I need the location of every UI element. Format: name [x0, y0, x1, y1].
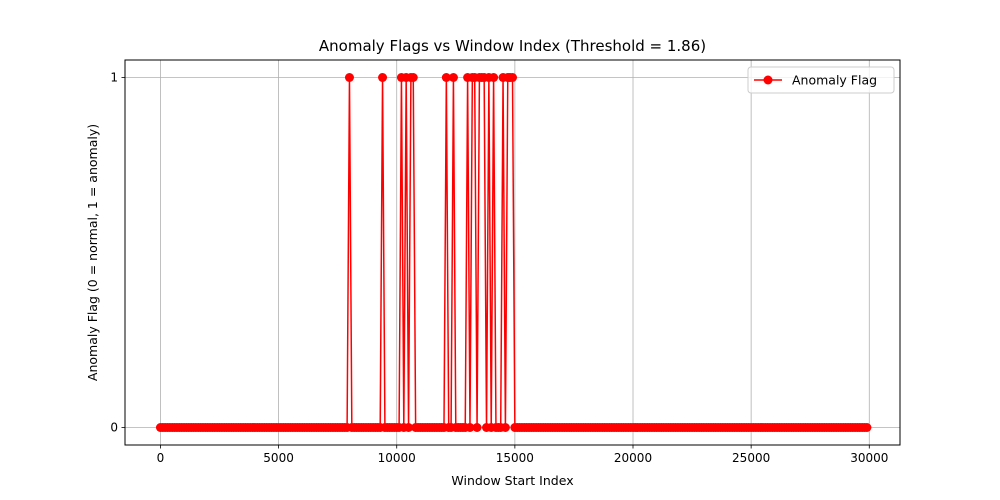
normal-point	[862, 423, 872, 432]
y-tick-label: 1	[110, 71, 118, 85]
legend-box	[747, 66, 895, 94]
normal-point	[500, 423, 510, 432]
series-anomaly-flag	[155, 73, 872, 432]
y-axis-ticks: 01	[110, 71, 125, 435]
x-axis-label: Window Start Index	[451, 473, 573, 488]
x-tick-label: 15000	[496, 451, 534, 465]
legend-entry-anomaly-flag: Anomaly Flag	[792, 73, 877, 88]
x-tick-label: 25000	[732, 451, 770, 465]
x-tick-label: 5000	[263, 451, 294, 465]
anomaly-point	[448, 73, 458, 82]
anomaly-point	[344, 73, 354, 82]
normal-point	[404, 423, 414, 432]
normal-point	[465, 423, 475, 432]
legend: Anomaly Flag	[747, 66, 895, 94]
y-axis-label: Anomaly Flag (0 = normal, 1 = anomaly)	[85, 124, 100, 381]
legend-marker-swatch	[763, 75, 773, 85]
x-tick-label: 20000	[614, 451, 652, 465]
anomaly-point	[441, 73, 451, 82]
anomaly-point	[508, 73, 517, 82]
anomaly-point	[489, 73, 499, 82]
anomaly-point	[378, 73, 388, 82]
anomaly-point	[408, 73, 418, 82]
x-tick-label: 30000	[850, 451, 888, 465]
x-axis-ticks: 0 5000 10000 15000 20000 25000 30000	[157, 445, 888, 465]
chart-title: Anomaly Flags vs Window Index (Threshold…	[319, 37, 706, 55]
y-tick-label: 0	[110, 421, 118, 435]
plot-area-frame	[124, 59, 901, 446]
x-tick-label: 0	[157, 451, 165, 465]
x-tick-label: 10000	[378, 451, 416, 465]
normal-point	[472, 423, 482, 432]
